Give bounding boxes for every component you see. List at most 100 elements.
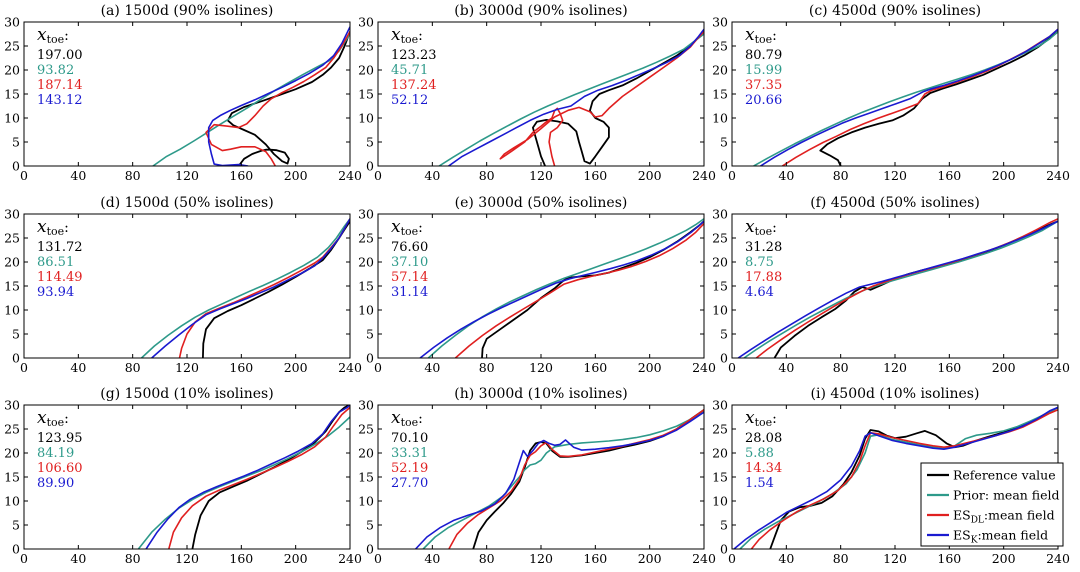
x-tick-label: 200 <box>284 360 308 375</box>
panel-c: (c) 4500d (90% isolines)0 40 80 120 160 200 24… <box>712 3 1070 183</box>
series-line-esk <box>419 220 704 358</box>
x-tick-label: 80 <box>833 360 849 375</box>
xtoe-value-esdl: 106.60 <box>37 461 83 476</box>
y-tick-label: 5 <box>720 518 728 533</box>
xtoe-value-esdl: 17.88 <box>745 270 782 285</box>
panel-b: (b) 3000d (90% isolines)0 40 80 120 160 200 24… <box>358 3 716 183</box>
y-tick-label: 25 <box>712 39 728 54</box>
y-tick-label: 15 <box>358 279 374 294</box>
xtoe-value-esk: 1.54 <box>745 476 774 491</box>
x-tick-label: 120 <box>529 360 553 375</box>
x-tick-label: 200 <box>284 168 308 183</box>
y-tick-label: 5 <box>720 135 728 150</box>
panel-title: (f) 4500d (50% isolines) <box>810 195 980 211</box>
xtoe-value-esk: 52.12 <box>391 93 428 108</box>
xtoe-value-reference: 70.10 <box>391 431 428 446</box>
series-line-esdl <box>781 28 1058 166</box>
series-line-reference <box>226 31 350 166</box>
axes-box <box>731 213 1059 359</box>
x-tick-label: 40 <box>778 551 794 566</box>
panel-d: (d) 1500d (50% isolines)0 40 80 120 160 200 24… <box>4 195 362 375</box>
y-tick-label: 5 <box>720 327 728 342</box>
xtoe-value-prior: 15.99 <box>745 63 782 78</box>
xtoe-value-esdl: 14.34 <box>745 461 782 476</box>
x-tick-label: 120 <box>175 360 199 375</box>
y-tick-label: 25 <box>4 422 20 437</box>
y-tick-label: 15 <box>358 470 374 485</box>
y-tick-label: 0 <box>366 542 374 557</box>
x-tick-label: 200 <box>284 551 308 566</box>
y-tick-label: 20 <box>712 446 728 461</box>
series-line-esk <box>760 28 1058 166</box>
series-line-reference <box>532 30 704 166</box>
xtoe-label: xtoe: <box>745 217 777 238</box>
y-tick-label: 25 <box>4 231 20 246</box>
y-tick-label: 15 <box>712 279 728 294</box>
x-tick-label: 0 <box>728 360 736 375</box>
series-line-esdl <box>205 31 350 166</box>
x-tick-label: 160 <box>937 551 961 566</box>
x-tick-label: 40 <box>70 360 86 375</box>
y-tick-label: 0 <box>366 351 374 366</box>
x-tick-label: 200 <box>638 168 662 183</box>
x-tick-label: 160 <box>583 360 607 375</box>
y-tick-label: 0 <box>12 351 20 366</box>
x-tick-label: 240 <box>1046 551 1070 566</box>
y-tick-label: 15 <box>712 87 728 102</box>
y-tick-label: 15 <box>358 87 374 102</box>
x-tick-label: 40 <box>778 360 794 375</box>
x-tick-label: 120 <box>175 551 199 566</box>
y-tick-label: 10 <box>4 303 20 318</box>
y-tick-label: 30 <box>712 398 728 413</box>
x-tick-label: 160 <box>583 551 607 566</box>
y-tick-label: 10 <box>712 111 728 126</box>
xtoe-label: xtoe: <box>745 408 777 429</box>
panel-g: (g) 1500d (10% isolines)0 40 80 120 160 200 24… <box>4 386 362 566</box>
legend: Reference value Prior: mean field ESDL:mea… <box>920 462 1064 547</box>
xtoe-value-esk: 31.14 <box>391 285 428 300</box>
x-tick-label: 40 <box>778 168 794 183</box>
series-line-reference <box>202 220 350 358</box>
x-tick-label: 160 <box>229 551 253 566</box>
y-tick-label: 10 <box>712 494 728 509</box>
y-tick-label: 5 <box>366 518 374 533</box>
x-tick-label: 80 <box>479 360 495 375</box>
panel-title: (b) 3000d (90% isolines) <box>454 3 627 19</box>
y-tick-label: 15 <box>4 470 20 485</box>
y-tick-label: 25 <box>358 39 374 54</box>
series-line-esk <box>415 411 704 549</box>
y-tick-label: 30 <box>358 15 374 30</box>
series-line-esdl <box>168 406 350 549</box>
x-tick-label: 40 <box>70 551 86 566</box>
x-tick-label: 240 <box>338 168 362 183</box>
x-tick-label: 120 <box>883 551 907 566</box>
panel-h: (h) 3000d (10% isolines)0 40 80 120 160 200 24… <box>358 386 716 566</box>
xtoe-value-prior: 93.82 <box>37 63 74 78</box>
x-tick-label: 240 <box>692 168 716 183</box>
series-line-reference <box>481 220 704 358</box>
x-tick-label: 240 <box>338 551 362 566</box>
xtoe-label: xtoe: <box>37 408 69 429</box>
xtoe-value-prior: 5.88 <box>745 446 774 461</box>
series-line-prior <box>438 33 704 166</box>
x-tick-label: 0 <box>728 551 736 566</box>
y-tick-label: 5 <box>12 327 20 342</box>
y-tick-label: 15 <box>4 87 20 102</box>
x-tick-label: 240 <box>1046 168 1070 183</box>
series-line-reference <box>819 30 1058 166</box>
legend-box <box>920 462 1064 547</box>
y-tick-label: 30 <box>358 398 374 413</box>
panel-f: (f) 4500d (50% isolines)0 40 80 120 160 200 24… <box>712 195 1070 375</box>
y-tick-label: 10 <box>358 494 374 509</box>
x-tick-label: 200 <box>638 360 662 375</box>
x-tick-label: 80 <box>833 551 849 566</box>
x-tick-label: 0 <box>20 551 28 566</box>
panel-title: (a) 1500d (90% isolines) <box>101 3 274 19</box>
xtoe-value-esdl: 37.35 <box>745 78 782 93</box>
series-line-prior <box>152 33 350 166</box>
y-tick-label: 20 <box>4 63 20 78</box>
xtoe-value-reference: 28.08 <box>745 431 782 446</box>
y-tick-label: 5 <box>366 135 374 150</box>
series-line-esk <box>207 26 350 166</box>
